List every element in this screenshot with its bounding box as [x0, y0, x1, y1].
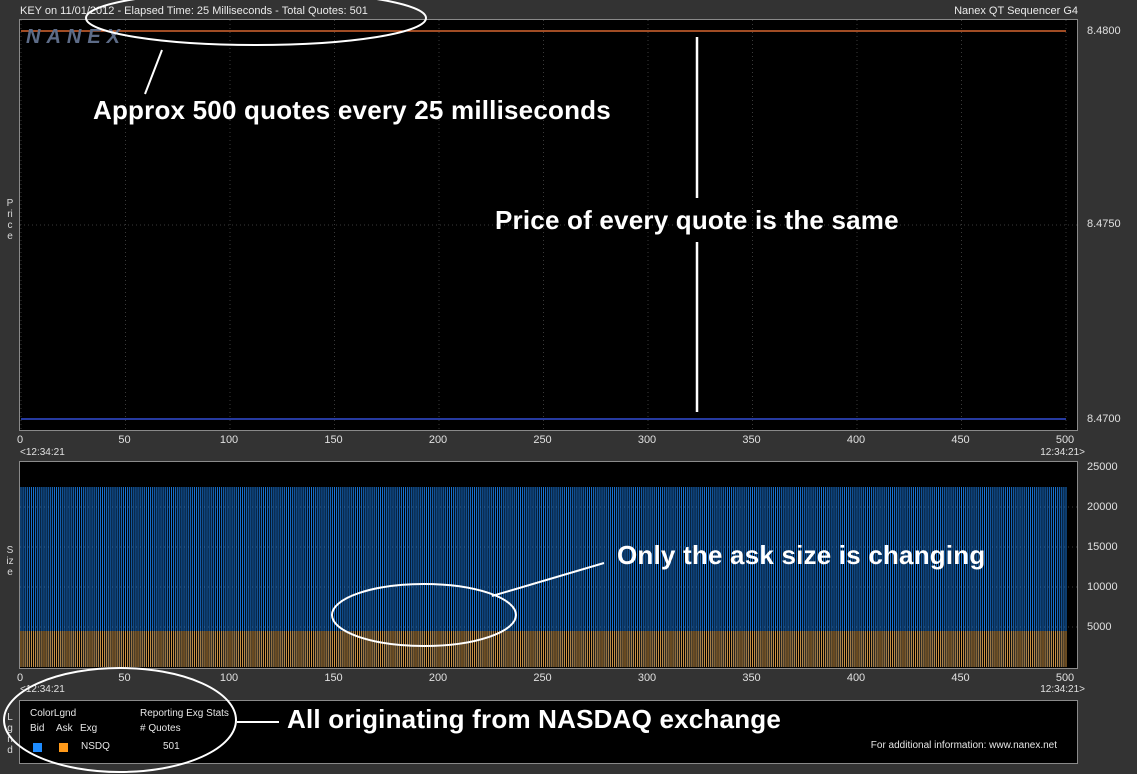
size-tick-10000: 10000	[1087, 581, 1118, 593]
annotation-same-price: Price of every quote is the same	[495, 205, 899, 235]
price-x-tick-450: 450	[951, 434, 970, 446]
size-time-left: <12:34:21	[20, 684, 65, 695]
exchange-name: NSDQ	[81, 741, 110, 752]
size-x-tick-150: 150	[324, 672, 343, 684]
ask-header: Ask	[56, 723, 73, 734]
annotation-ask-changing: Only the ask size is changing	[617, 540, 986, 570]
size-x-tick-100: 100	[219, 672, 239, 684]
price-x-tick-100: 100	[219, 434, 239, 446]
size-axis-label: Size	[6, 545, 14, 578]
price-tick-mid: 8.4750	[1087, 218, 1121, 230]
size-x-tick-250: 250	[533, 672, 552, 684]
price-panel	[19, 19, 1078, 431]
price-x-tick-350: 350	[742, 434, 761, 446]
chart-header-right: Nanex QT Sequencer G4	[954, 5, 1078, 17]
price-x-tick-0: 0	[16, 434, 24, 446]
size-x-tick-500: 500	[1055, 672, 1075, 684]
price-axis-label: Price	[6, 198, 14, 242]
price-x-tick-150: 150	[324, 434, 343, 446]
annotation-quotes-rate: Approx 500 quotes every 25 milliseconds	[93, 95, 611, 125]
size-tick-15000: 15000	[1087, 541, 1118, 553]
size-tick-20000: 20000	[1087, 501, 1118, 513]
price-x-tick-200: 200	[428, 434, 448, 446]
price-tick-bottom: 8.4700	[1087, 413, 1121, 425]
size-x-tick-350: 350	[742, 672, 761, 684]
size-tick-25000: 25000	[1087, 461, 1118, 473]
price-time-right: 12:34:21>	[1040, 447, 1085, 458]
color-legend-title: ColorLgnd	[30, 708, 77, 719]
size-x-tick-450: 450	[951, 672, 970, 684]
price-x-tick-500: 500	[1055, 434, 1075, 446]
stats-title: Reporting Exg Stats	[140, 708, 229, 719]
annotation-nasdaq: All originating from NASDAQ exchange	[287, 704, 782, 734]
size-x-tick-0: 0	[16, 672, 24, 684]
legend-side-label: Lgnd	[7, 712, 13, 756]
nanex-watermark: NANEX	[26, 26, 127, 48]
price-x-tick-300: 300	[637, 434, 657, 446]
exg-header: Exg	[80, 723, 98, 734]
size-x-tick-300: 300	[637, 672, 657, 684]
quotes-header: # Quotes	[140, 723, 181, 734]
price-x-tick-400: 400	[846, 434, 866, 446]
chart-header-left: KEY on 11/01/2012 - Elapsed Time: 25 Mil…	[20, 5, 368, 17]
size-x-tick-50: 50	[118, 672, 131, 684]
exchange-quote-count: 501	[163, 741, 180, 752]
price-tick-top: 8.4800	[1087, 25, 1121, 37]
size-time-right: 12:34:21>	[1040, 684, 1085, 695]
price-x-tick-250: 250	[533, 434, 552, 446]
size-chart	[20, 487, 1077, 667]
size-x-tick-400: 400	[846, 672, 866, 684]
size-x-tick-200: 200	[428, 672, 448, 684]
bid-header: Bid	[30, 723, 45, 734]
price-x-tick-50: 50	[118, 434, 131, 446]
ask-color-swatch	[59, 743, 68, 752]
price-time-left: <12:34:21	[20, 447, 65, 458]
bid-color-swatch	[33, 743, 42, 752]
size-tick-5000: 5000	[1087, 621, 1112, 633]
footer-link-text: For additional information: www.nanex.ne…	[870, 740, 1057, 751]
